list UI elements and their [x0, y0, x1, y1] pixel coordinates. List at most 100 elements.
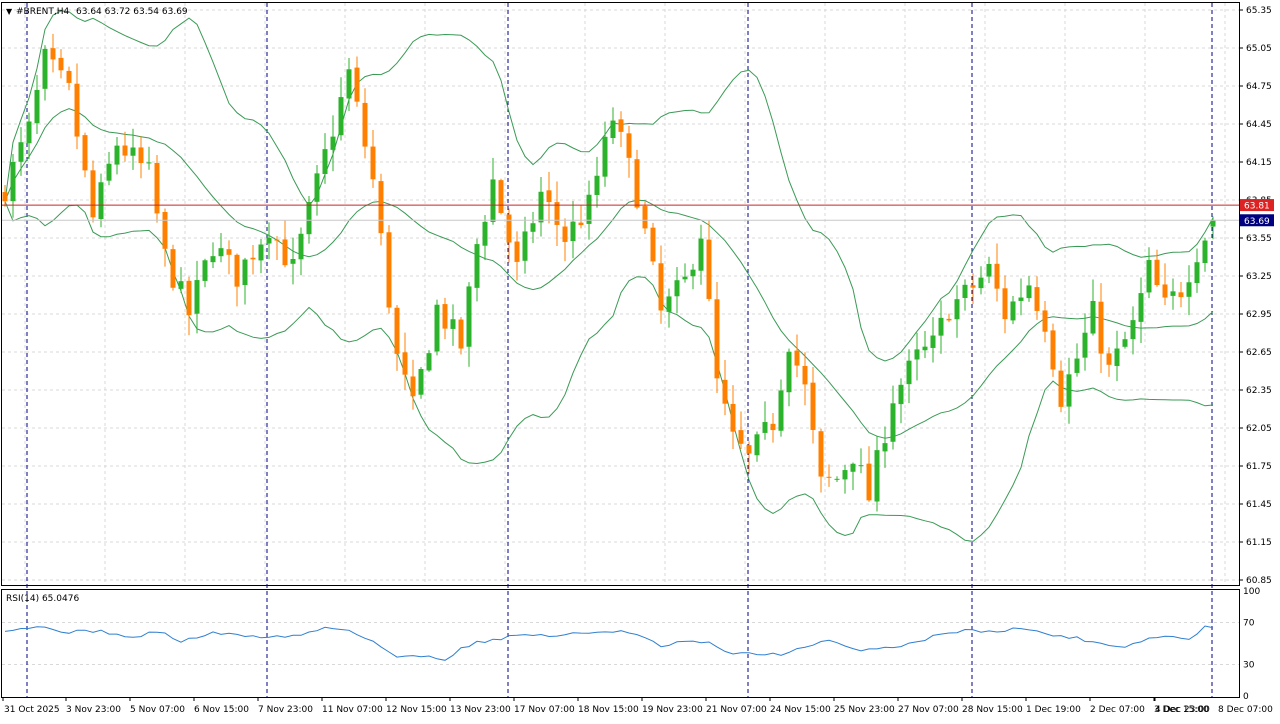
candle-body: [346, 69, 352, 99]
candle: [218, 232, 224, 263]
candle: [954, 285, 960, 338]
candle: [874, 435, 880, 512]
candle: [578, 205, 584, 229]
time-tick-label: 2 Dec 07:00: [1090, 705, 1145, 715]
candle: [378, 173, 384, 246]
candle: [418, 366, 424, 399]
candle-body: [402, 352, 408, 375]
candle-body: [74, 83, 80, 137]
candle-body: [994, 263, 1000, 289]
candle-body: [738, 430, 744, 444]
candle-body: [1018, 297, 1024, 301]
candle: [634, 149, 640, 210]
candle: [1186, 265, 1192, 316]
candle-body: [682, 276, 688, 280]
candle: [442, 297, 448, 340]
candle: [730, 385, 736, 449]
candle-body: [10, 161, 16, 202]
candle-body: [1114, 348, 1120, 366]
price-tick-label: 61.45: [1246, 500, 1272, 510]
candle: [762, 401, 768, 440]
period-separators: [26, 3, 1213, 697]
price-tick-label: 62.35: [1246, 386, 1272, 396]
candle-body: [978, 277, 984, 289]
price-tick-label: 62.95: [1246, 310, 1272, 320]
candle: [386, 225, 392, 314]
candle-body: [986, 264, 992, 277]
candle: [282, 220, 288, 268]
candle: [522, 216, 528, 274]
candle: [1082, 313, 1088, 371]
candle-body: [826, 476, 832, 478]
candle: [1194, 248, 1200, 293]
candle: [770, 413, 776, 443]
price-tick-label: 64.75: [1246, 82, 1272, 92]
alert-price-badge: [1240, 199, 1274, 212]
time-tick-label: 7 Nov 23:00: [258, 705, 313, 715]
price-tick-label: 62.05: [1246, 424, 1272, 434]
price-tick-label: 64.45: [1246, 120, 1272, 130]
candle-body: [250, 257, 256, 260]
candle-body: [1058, 370, 1064, 407]
candle-body: [690, 269, 696, 277]
candle-body: [1146, 260, 1152, 293]
candle-body: [778, 390, 784, 431]
candle-body: [498, 180, 504, 213]
candle: [722, 359, 728, 416]
candle-body: [1026, 285, 1032, 299]
price-lines: [2, 204, 1239, 221]
candle: [90, 160, 96, 223]
candle-body: [106, 163, 112, 181]
candle-body: [58, 57, 64, 71]
candle-body: [1186, 282, 1192, 297]
candle-body: [1050, 330, 1056, 370]
candle-body: [186, 280, 192, 316]
candle-body: [506, 214, 512, 243]
candle: [146, 146, 152, 170]
candle-body: [618, 119, 624, 132]
candle-body: [514, 241, 520, 262]
candle-body: [394, 307, 400, 354]
candle: [162, 208, 168, 267]
candle: [682, 263, 688, 283]
candle-body: [930, 335, 936, 348]
candle-body: [794, 350, 800, 366]
candle-body: [322, 149, 328, 175]
candle-body: [1010, 301, 1016, 321]
candle-body: [42, 48, 48, 89]
candle-body: [234, 254, 240, 287]
candle-body: [850, 463, 856, 472]
candle: [1026, 276, 1032, 302]
candle-body: [642, 206, 648, 229]
candle: [226, 240, 232, 275]
candle: [794, 334, 800, 378]
candle: [82, 132, 88, 178]
candle: [1178, 282, 1184, 308]
candle: [666, 288, 672, 328]
time-axis: 31 Oct 2025 3 Nov 23:00 5 Nov 07:00 6 Nov 1…: [2, 697, 1273, 715]
candle-body: [626, 133, 632, 158]
candle: [826, 464, 832, 487]
candle: [1106, 347, 1112, 377]
candle: [474, 238, 480, 302]
price-tick-label: 63.55: [1246, 234, 1272, 244]
candle: [450, 304, 456, 346]
candle-body: [658, 263, 664, 311]
candle: [1162, 263, 1168, 306]
candle-body: [1162, 284, 1168, 298]
candle-body: [218, 248, 224, 257]
candle: [962, 279, 968, 311]
candle: [1170, 278, 1176, 310]
candle-body: [146, 162, 152, 164]
candle: [602, 121, 608, 187]
candle: [1018, 278, 1024, 316]
candle-body: [170, 249, 176, 288]
candle-body: [114, 145, 120, 165]
candle: [170, 244, 176, 291]
candle-body: [698, 238, 704, 271]
candle-body: [578, 222, 584, 226]
candle-body: [1090, 300, 1096, 334]
price-tick-label: 65.35: [1246, 6, 1272, 16]
candle-body: [538, 191, 544, 223]
